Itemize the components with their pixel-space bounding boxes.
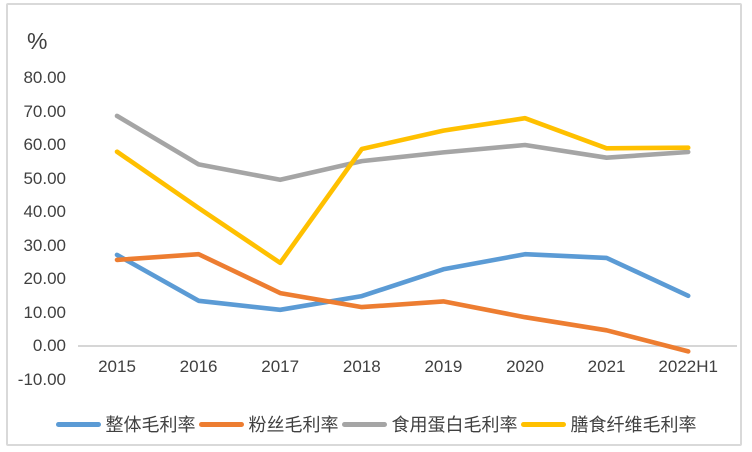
legend: 整体毛利率 粉丝毛利率 食用蛋白毛利率 膳食纤维毛利率: [0, 408, 752, 440]
y-tick-label: 20.00: [23, 269, 66, 288]
legend-swatch-icon: [520, 421, 566, 427]
legend-label: 食用蛋白毛利率: [391, 415, 518, 435]
series-line-1: [114, 251, 691, 354]
x-tick-label: 2018: [342, 357, 381, 376]
x-tick-label: 2020: [506, 357, 544, 376]
legend-label: 粉丝毛利率: [248, 415, 339, 435]
y-tick-label: 60.00: [23, 135, 66, 154]
y-tick-label: 50.00: [23, 168, 66, 188]
legend-item-1: 粉丝毛利率: [198, 411, 339, 437]
y-tick-label: 0.00: [32, 336, 66, 355]
x-tick-label: 2017: [261, 357, 300, 376]
y-tick-label: -10.00: [17, 369, 66, 389]
legend-item-0: 整体毛利率: [55, 411, 196, 437]
chart-border: [6, 3, 742, 446]
y-tick-label: 30.00: [23, 235, 66, 255]
series-line-2: [114, 113, 691, 183]
y-axis-unit-label: %: [27, 28, 48, 54]
y-tick-label: 70.00: [23, 101, 66, 121]
x-tick-label: 2021: [587, 357, 626, 376]
legend-swatch-icon: [341, 421, 387, 427]
legend-item-2: 食用蛋白毛利率: [341, 411, 518, 437]
legend-swatch-icon: [55, 421, 101, 427]
x-tick-label: 2019: [424, 357, 463, 376]
legend-label: 膳食纤维毛利率: [570, 415, 697, 435]
x-tick-label: 2015: [98, 357, 136, 376]
y-tick-label: 80.00: [23, 68, 66, 87]
legend-label: 整体毛利率: [105, 415, 196, 435]
legend-item-3: 膳食纤维毛利率: [520, 411, 697, 437]
x-tick-label: 2016: [179, 357, 218, 376]
y-tick-label: 40.00: [23, 202, 66, 221]
series-line-3: [114, 115, 691, 266]
y-tick-label: 10.00: [23, 302, 66, 322]
legend-swatch-icon: [198, 421, 244, 427]
series-line-0: [114, 251, 691, 313]
x-tick-label: 2022H1: [658, 357, 718, 376]
